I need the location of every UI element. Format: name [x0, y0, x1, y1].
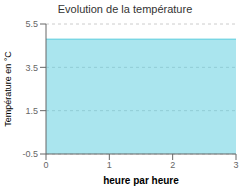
svg-text:heure par heure: heure par heure: [103, 175, 179, 186]
svg-text:-0.5: -0.5: [22, 149, 38, 159]
svg-text:3.5: 3.5: [25, 63, 38, 73]
svg-text:0: 0: [43, 160, 48, 170]
svg-text:2: 2: [170, 160, 175, 170]
svg-text:5.5: 5.5: [25, 19, 38, 29]
svg-text:1.5: 1.5: [25, 106, 38, 116]
svg-text:3: 3: [233, 160, 238, 170]
svg-text:1: 1: [107, 160, 112, 170]
svg-text:Température en °C: Température en °C: [8, 51, 13, 127]
html-text:Evolution de la température: Evolution de la température: [57, 3, 193, 15]
